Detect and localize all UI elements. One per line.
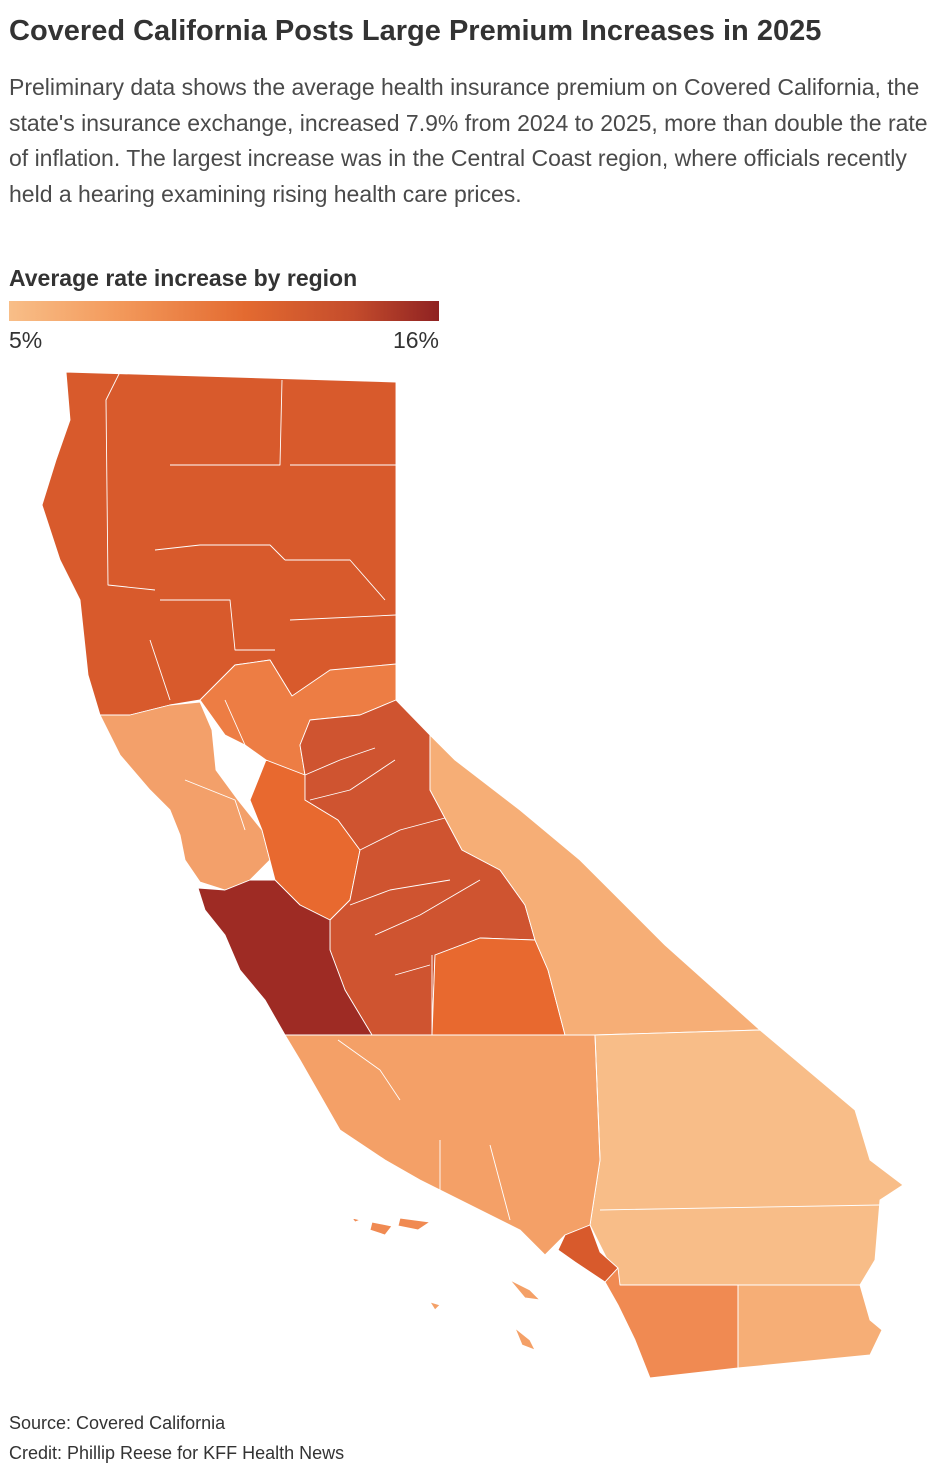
region-central-coast[interactable] [197,879,373,1036]
island-channel-3 [429,1301,441,1311]
region-imperial[interactable] [737,1284,883,1369]
island-channel-5 [514,1327,536,1351]
island-channel-4 [509,1279,541,1301]
legend-title: Average rate increase by region [9,265,358,291]
california-map [41,371,904,1379]
legend-max-label: 16% [392,327,439,353]
region-bay-area[interactable] [99,701,271,891]
legend-min-label: 5% [9,327,43,353]
region-northern[interactable] [41,371,397,716]
source-note: Source: Covered California [9,1413,226,1433]
island-channel-2 [397,1217,431,1231]
region-los-angeles[interactable] [284,1034,601,1256]
chart-title: Covered California Posts Large Premium I… [9,15,822,47]
legend-color-bar [9,301,439,321]
chart-subtitle: Preliminary data shows the average healt… [9,74,928,207]
island-small [351,1217,361,1223]
region-inland-empire[interactable] [589,1029,904,1286]
county-borders [105,371,881,1368]
credit-note: Credit: Phillip Reese for KFF Health New… [9,1443,345,1463]
island-channel-1 [369,1221,393,1236]
